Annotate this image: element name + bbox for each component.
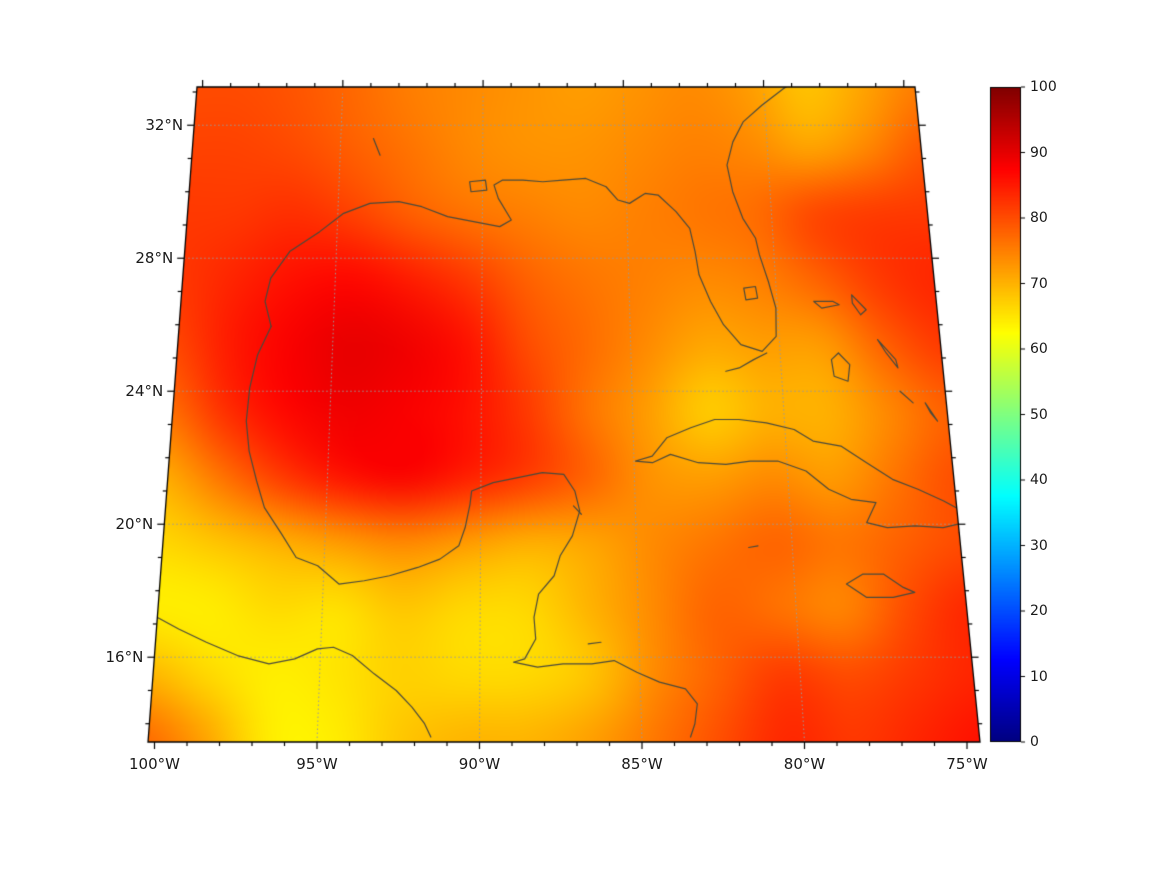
lat-tick-label: 24°N [125, 382, 164, 401]
colorbar-tick-label: 60 [1030, 341, 1048, 357]
lon-tick-label: 75°W [946, 755, 988, 773]
colorbar-tick-label: 30 [1030, 537, 1048, 554]
colorbar-tick-label: 100 [1030, 79, 1057, 95]
lat-tick-label: 20°N [115, 515, 154, 534]
colorbar-tick-label: 50 [1030, 406, 1048, 423]
lon-tick-label: 100°W [129, 755, 180, 773]
lon-tick-label: 95°W [296, 755, 338, 773]
colorbar-tick-label: 70 [1030, 275, 1048, 292]
lat-tick-label: 28°N [135, 249, 174, 268]
lat-tick-label: 16°N [105, 648, 144, 667]
colorbar-tick-label: 80 [1030, 210, 1048, 226]
colorbar-tick-label: 20 [1030, 603, 1048, 619]
lon-tick-label: 90°W [458, 755, 501, 773]
colorbar-tick-label: 90 [1030, 144, 1048, 161]
lat-tick-label: 32°N [145, 116, 184, 135]
colorbar-tick-label: 0 [1030, 734, 1039, 750]
lon-tick-label: 80°W [783, 755, 826, 773]
colorbar-tick-label: 10 [1030, 668, 1048, 685]
colorbar-tick-label: 40 [1030, 472, 1048, 488]
lon-tick-label: 85°W [621, 755, 663, 773]
